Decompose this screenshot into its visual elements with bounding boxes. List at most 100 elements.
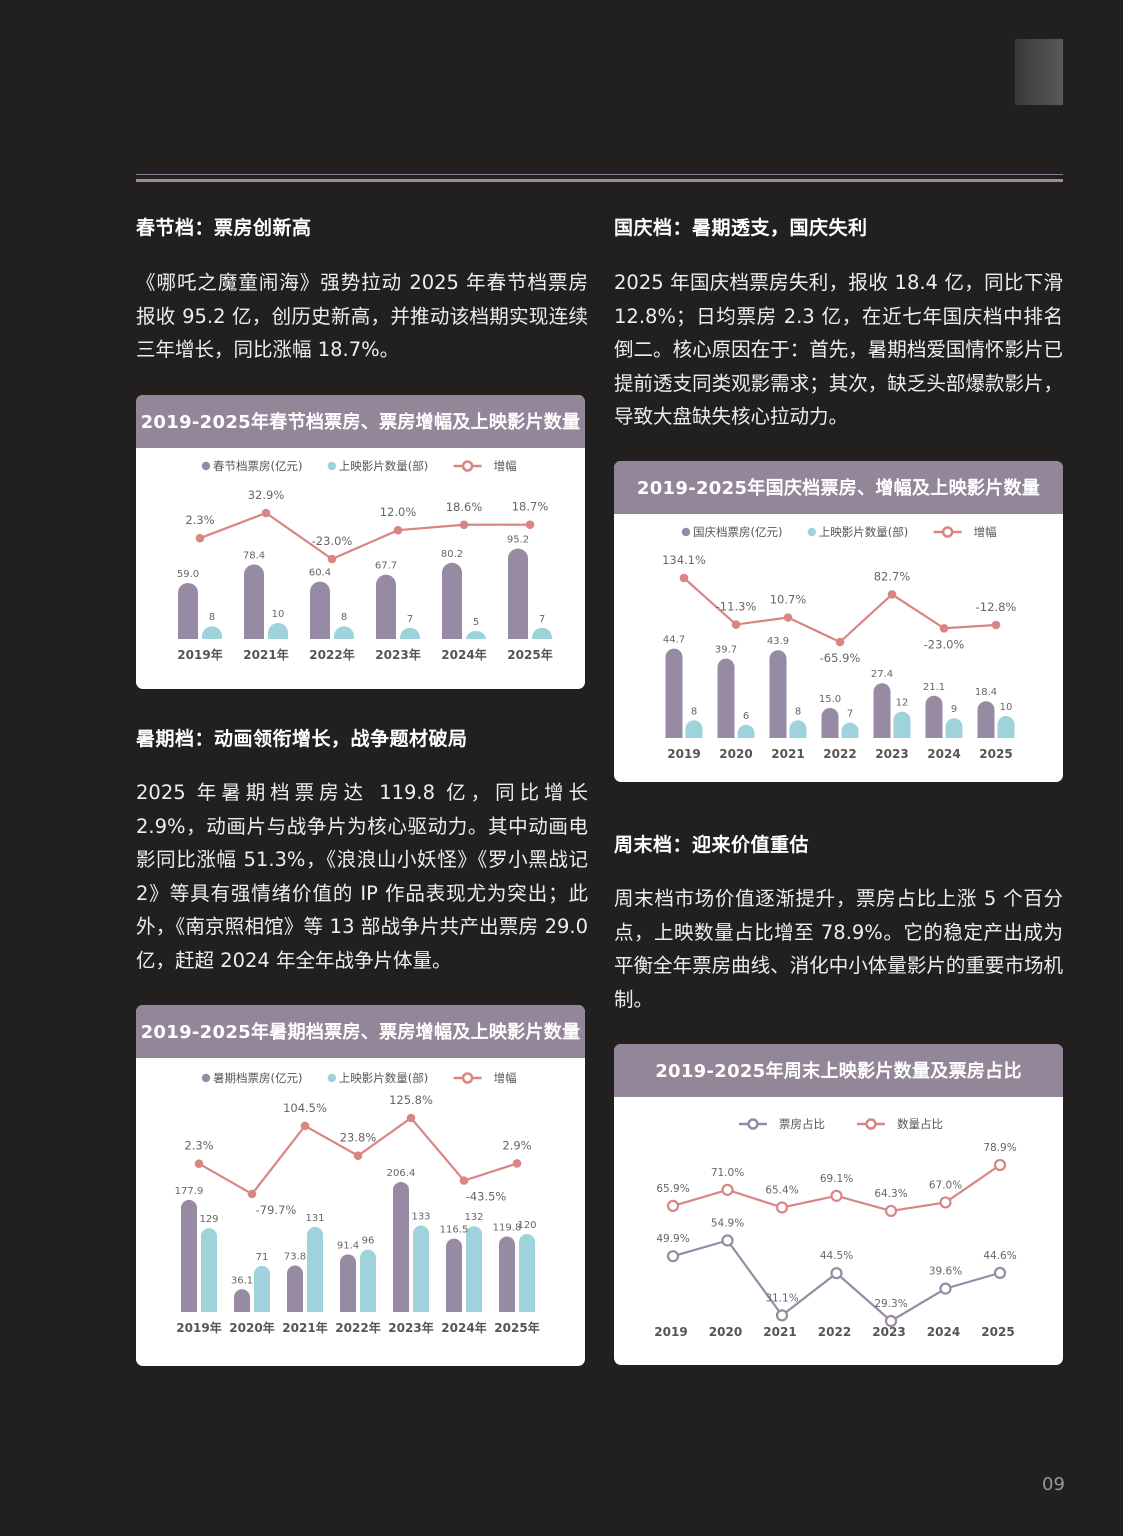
bar-value-label: 8 xyxy=(691,706,697,717)
legend-dot-icon xyxy=(201,461,211,471)
growth-marker xyxy=(525,520,535,529)
growth-value-label: 12.0% xyxy=(380,505,417,519)
chart-card-spring: 2019-2025年春节档票房、票房增幅及上映影片数量 春节档票房(亿元) 上映影… xyxy=(136,395,585,689)
bar-value-label: 91.4 xyxy=(337,1240,359,1251)
bar-value-label: 59.0 xyxy=(177,569,199,580)
bar-value-label: 206.4 xyxy=(387,1168,416,1179)
growth-marker xyxy=(261,508,271,518)
series-value-label: 31.1% xyxy=(765,1292,798,1304)
growth-marker xyxy=(835,637,845,647)
growth-value-label: 2.3% xyxy=(184,1139,213,1153)
bar-value-label: 44.7 xyxy=(663,635,685,646)
x-axis-label: 2019年 xyxy=(177,647,222,662)
legend-label: 国庆档票房(亿元) xyxy=(693,525,782,539)
series-marker xyxy=(884,1314,898,1328)
corner-decoration xyxy=(1015,39,1063,105)
growth-marker xyxy=(327,554,337,564)
x-axis-label: 2024年 xyxy=(441,647,486,662)
growth-marker xyxy=(939,623,949,633)
legend-label: 增幅 xyxy=(974,525,997,539)
x-axis-label: 2020年 xyxy=(229,1320,274,1335)
bar-film-count xyxy=(532,627,552,639)
growth-marker xyxy=(195,533,205,543)
series-value-label: 49.9% xyxy=(656,1233,689,1245)
series-marker xyxy=(939,1282,952,1295)
bar-value-label: 39.7 xyxy=(715,645,737,656)
x-axis-label: 2022 xyxy=(823,747,856,761)
x-axis-label: 2021 xyxy=(763,1325,796,1339)
bar-box-office xyxy=(287,1265,303,1312)
bar-value-label: 10 xyxy=(272,609,285,620)
growth-value-label: 18.6% xyxy=(446,500,483,514)
series-value-label: 29.3% xyxy=(874,1298,907,1310)
growth-value-label: -11.3% xyxy=(716,600,757,614)
legend-label: 增幅 xyxy=(494,459,517,473)
growth-value-label: 23.8% xyxy=(340,1131,377,1145)
series-marker xyxy=(775,1309,789,1322)
growth-marker xyxy=(353,1151,363,1161)
series-marker xyxy=(666,1250,680,1263)
spring-section-title: 春节档：票房创新高 xyxy=(136,217,312,239)
chart-svg-spring: 春节档票房(亿元) 上映影片数量(部) 增幅 59.0 8 2019年 78.4 10 2021… xyxy=(177,459,553,662)
x-axis-label: 2021 xyxy=(771,747,804,761)
bar-film-count xyxy=(789,720,807,738)
bar-value-label: 119.8 xyxy=(493,1223,522,1234)
growth-marker xyxy=(679,573,689,583)
bar-film-count xyxy=(945,718,963,738)
series-value-label: 44.6% xyxy=(983,1250,1016,1262)
legend-dot-icon xyxy=(681,527,691,537)
x-axis-label: 2025 xyxy=(981,1325,1014,1339)
series-value-label: 65.4% xyxy=(765,1184,798,1196)
growth-marker xyxy=(300,1121,310,1131)
x-axis-label: 2021年 xyxy=(243,647,288,662)
legend-marker-icon xyxy=(865,1118,877,1130)
bar-box-office xyxy=(873,683,891,738)
growth-marker xyxy=(731,620,741,629)
growth-value-label: -43.5% xyxy=(466,1190,507,1204)
bar-value-label: 8 xyxy=(795,706,801,717)
bar-value-label: 96 xyxy=(362,1236,375,1247)
bar-film-count xyxy=(307,1226,323,1312)
series-value-label: 71.0% xyxy=(711,1167,744,1179)
bar-box-office xyxy=(376,574,396,639)
series-marker xyxy=(775,1201,789,1214)
x-axis-label: 2019 xyxy=(667,747,700,761)
bar-box-office xyxy=(508,548,528,639)
x-axis-label: 2020 xyxy=(709,1325,742,1339)
bar-box-office xyxy=(499,1236,515,1312)
growth-value-label: 2.9% xyxy=(502,1138,531,1152)
summer-section-body: 2025 年暑期档票房达 119.8 亿，同比增长 2.9%，动画片与战争片为核… xyxy=(136,781,588,972)
series-value-label: 65.9% xyxy=(656,1183,689,1195)
x-axis-label: 2025年 xyxy=(507,647,552,662)
growth-value-label: -23.0% xyxy=(312,534,353,548)
series-marker xyxy=(666,1199,680,1212)
growth-value-label: 134.1% xyxy=(662,553,706,567)
series-value-label: 39.6% xyxy=(929,1266,962,1278)
bar-box-office xyxy=(769,650,787,738)
legend-dot-icon xyxy=(327,1073,336,1083)
growth-marker xyxy=(194,1159,204,1168)
bar-value-label: 43.9 xyxy=(767,636,789,647)
bar-film-count xyxy=(685,720,703,738)
bar-value-label: 132 xyxy=(464,1212,483,1223)
weekend-section-body: 周末档市场价值逐渐提升，票房占比上涨 5 个百分点，上映数量占比增至 78.9%… xyxy=(614,887,1063,1011)
legend-label: 春节档票房(亿元) xyxy=(213,459,302,473)
series-marker xyxy=(721,1183,734,1196)
bar-value-label: 9 xyxy=(951,704,957,715)
legend-dot-icon xyxy=(807,527,816,537)
series-value-label: 78.9% xyxy=(983,1142,1016,1154)
chart-svg-summer: 暑期档票房(亿元) 上映影片数量(部) 增幅 177.9 129 2019年 36.1 71 2… xyxy=(175,1071,540,1335)
growth-value-label: 10.7% xyxy=(770,592,807,606)
bar-film-count xyxy=(466,1226,482,1312)
legend-label: 票房占比 xyxy=(779,1117,825,1131)
x-axis-label: 2023年 xyxy=(375,647,420,662)
chart-title: 2019-2025年春节档票房、票房增幅及上映影片数量 xyxy=(136,395,585,448)
chart-title: 2019-2025年暑期档票房、票房增幅及上映影片数量 xyxy=(136,1005,585,1058)
bar-film-count xyxy=(400,627,420,639)
chart-card-weekend: 2019-2025年周末上映影片数量及票房占比 票房占比 数量占比 49.9% 54.… xyxy=(614,1044,1063,1365)
bar-box-office xyxy=(717,658,735,738)
legend-marker-icon xyxy=(747,1118,759,1130)
growth-value-label: 104.5% xyxy=(283,1101,327,1115)
series-marker xyxy=(721,1234,734,1247)
bar-box-office xyxy=(181,1199,197,1312)
